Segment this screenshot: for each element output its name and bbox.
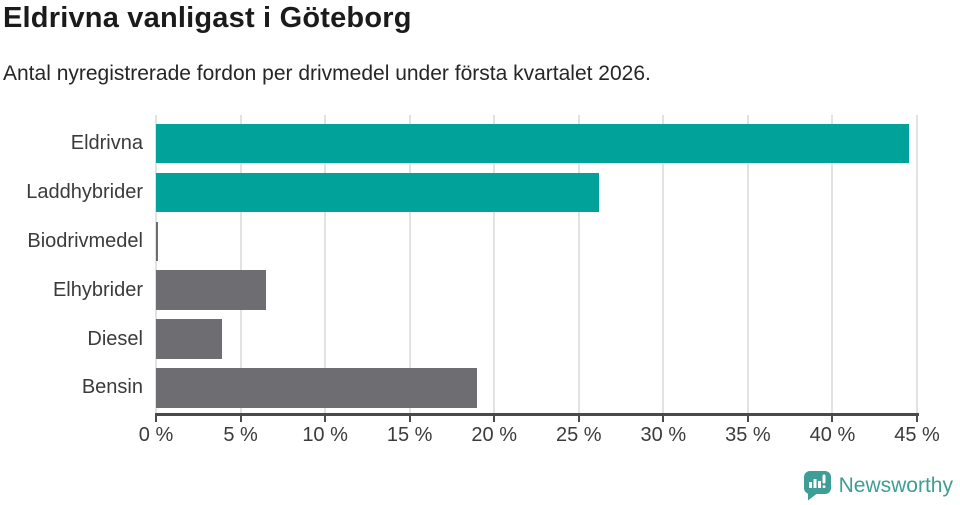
bar-laddhybrider [156, 172, 600, 213]
brand-footer: Newsworthy [803, 471, 953, 501]
x-axis-tick [662, 413, 665, 422]
category-label-diesel: Diesel [87, 327, 143, 350]
x-axis-tick [155, 413, 157, 422]
x-tick-label: 25 % [555, 424, 602, 446]
gridline [577, 115, 580, 413]
gridline [155, 115, 157, 413]
gridline [408, 115, 411, 413]
gridline [662, 115, 665, 413]
category-label-elhybrider: Elhybrider [52, 278, 143, 301]
x-tick-label: 15 % [386, 424, 433, 446]
newsworthy-logo-icon [803, 471, 831, 501]
x-axis-tick [831, 413, 834, 422]
gridline [916, 115, 918, 413]
x-tick-label: 20 % [471, 424, 518, 446]
bar-eldrivna [156, 123, 909, 164]
bar-elhybrider [156, 270, 266, 310]
x-tick-label: 0 % [138, 424, 174, 446]
bar-bensin [156, 368, 478, 408]
gridline [239, 115, 242, 413]
bar-biodrivmedel [156, 221, 158, 261]
brand-name: Newsworthy [838, 474, 953, 497]
x-tick-label: 35 % [725, 424, 771, 446]
x-axis-tick [577, 413, 580, 422]
gridline [324, 115, 327, 413]
gridline [831, 115, 834, 413]
chart-subtitle: Antal nyregistrerade fordon per drivmede… [3, 62, 651, 85]
x-axis-tick [324, 413, 327, 422]
x-axis-tick [408, 413, 411, 422]
category-label-eldrivna: Eldrivna [70, 131, 143, 154]
x-tick-label: 10 % [302, 424, 348, 446]
category-label-biodrivmedel: Biodrivmedel [27, 229, 143, 252]
gridline [493, 115, 496, 413]
x-axis-tick [493, 413, 496, 422]
x-tick-label: 5 % [223, 424, 258, 446]
x-axis-tick [916, 413, 918, 422]
chart-title: Eldrivna vanligast i Göteborg [3, 2, 412, 34]
x-tick-label: 30 % [640, 424, 687, 446]
bar-diesel [156, 319, 222, 359]
x-axis-tick [746, 413, 749, 422]
x-tick-label: 40 % [809, 424, 856, 446]
gridline [746, 115, 749, 413]
x-tick-label: 45 % [894, 424, 940, 446]
category-label-laddhybrider: Laddhybrider [26, 180, 143, 203]
category-label-bensin: Bensin [81, 376, 143, 399]
x-axis-tick [239, 413, 242, 422]
x-axis-line [155, 413, 919, 416]
